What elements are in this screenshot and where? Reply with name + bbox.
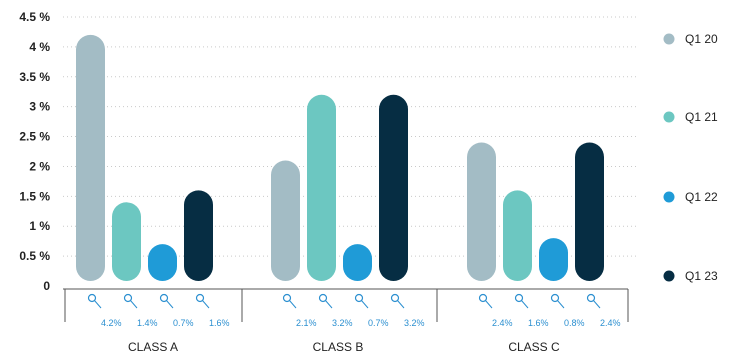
value-label: 1.6% [528,318,549,328]
y-tick-label: 3 % [29,100,50,114]
category-label: CLASS B [313,340,364,354]
y-tick-label: 0 [43,279,50,293]
y-tick-label: 4.5 % [19,10,50,24]
value-leader [130,300,138,309]
value-leader [202,300,210,309]
value-label: 0.7% [368,318,389,328]
y-tick-label: 4 % [29,40,50,54]
legend-swatch [663,111,675,123]
bar [112,202,141,281]
value-label: 4.2% [101,318,122,328]
x-axis [63,288,629,322]
legend-label: Q1 21 [685,110,718,124]
value-label: 1.6% [209,318,230,328]
value-marker [478,293,488,303]
legend-swatch [663,191,675,203]
value-marker [159,293,169,303]
legend: Q1 20 Q1 21 Q1 22 Q1 23 [663,32,718,283]
bar [467,142,496,281]
value-leader [361,300,369,309]
value-marker [390,293,400,303]
category-label: CLASS C [508,340,560,354]
bar [503,190,532,281]
value-label: 0.7% [173,318,194,328]
legend-label: Q1 22 [685,190,718,204]
category-labels: CLASS A CLASS B CLASS C [128,340,560,354]
y-tick-label: 3.5 % [19,70,50,84]
value-label: 3.2% [404,318,425,328]
value-label: 2.4% [600,318,621,328]
value-marker [282,293,292,303]
value-leader [593,300,601,309]
value-label: 3.2% [332,318,353,328]
value-leader [397,300,405,309]
y-tick-label: 2 % [29,159,50,173]
bar [76,34,105,281]
value-leader [325,300,333,309]
value-leader [521,300,529,309]
value-label: 0.8% [564,318,585,328]
legend-swatch [663,270,675,282]
y-tick-label: 1.5 % [19,189,50,203]
bar [539,238,568,281]
bar [575,142,604,281]
y-axis-tick-labels: 0 0.5 % 1 % 1.5 % 2 % 2.5 % 3 % 3.5 % 4 % 4.5 % [19,10,50,293]
value-leader [94,300,102,309]
gridlines [63,16,636,257]
value-marker [318,293,328,303]
value-leader [166,300,174,309]
legend-label: Q1 23 [685,269,718,283]
y-tick-label: 0.5 % [19,249,50,263]
bar [184,190,213,281]
value-marker [123,293,133,303]
value-label: 2.1% [296,318,317,328]
value-label: 1.4% [137,318,158,328]
value-leader [485,300,493,309]
bar [307,94,336,281]
value-labels: 4.2% 1.4% 0.7% 1.6% 2.1% 3.2% 0.7% 3.2% 2.4% 1.6%… [87,293,621,328]
bars [76,34,604,281]
value-marker [550,293,560,303]
legend-label: Q1 20 [685,32,718,46]
y-tick-label: 1 % [29,219,50,233]
y-tick-label: 2.5 % [19,130,50,144]
value-marker [195,293,205,303]
value-label: 2.4% [492,318,513,328]
category-label: CLASS A [128,340,178,354]
bar [148,244,177,281]
value-leader [557,300,565,309]
legend-swatch [663,33,675,45]
bar [343,244,372,281]
value-marker [87,293,97,303]
bar [271,160,300,281]
value-marker [514,293,524,303]
value-marker [354,293,364,303]
bar [379,94,408,281]
value-leader [289,300,297,309]
value-marker [586,293,596,303]
